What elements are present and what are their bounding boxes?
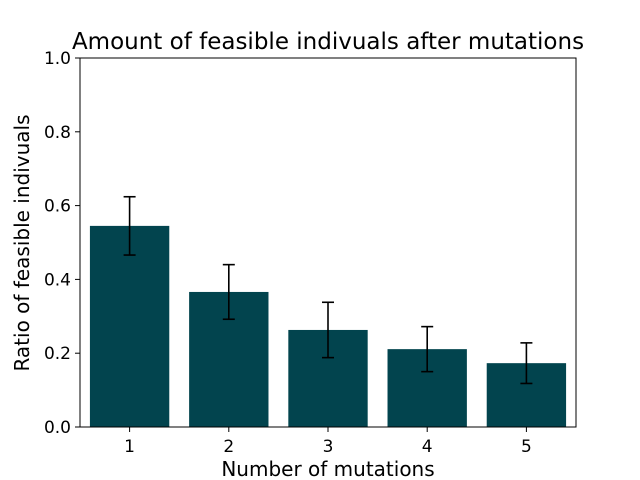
x-axis-label: Number of mutations — [221, 457, 434, 480]
x-tick-label: 5 — [521, 437, 532, 457]
y-tick-label: 0.0 — [44, 418, 71, 438]
y-tick-label: 0.6 — [44, 197, 71, 217]
x-tick-label: 2 — [223, 437, 234, 457]
y-tick-label: 0.2 — [44, 344, 71, 364]
x-tick-label: 1 — [124, 437, 135, 457]
y-tick-label: 1.0 — [44, 49, 71, 69]
bar-1 — [89, 225, 170, 427]
x-tick-label: 4 — [422, 437, 433, 457]
y-tick-label: 0.4 — [44, 270, 71, 290]
chart-title: Amount of feasible indivuals after mutat… — [72, 29, 584, 55]
y-tick-label: 0.8 — [44, 123, 71, 143]
plot-area: 0.0 0.2 0.4 0.6 0.8 1.0 1 2 3 4 5 — [44, 49, 577, 457]
y-axis-label: Ratio of feasible indivuals — [10, 114, 34, 371]
x-tick-label: 3 — [323, 437, 334, 457]
